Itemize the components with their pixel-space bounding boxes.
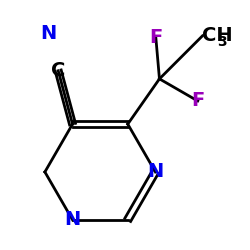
Text: CH: CH: [202, 26, 233, 46]
Text: F: F: [191, 92, 204, 110]
Text: F: F: [149, 28, 162, 47]
Text: N: N: [40, 24, 56, 43]
Text: N: N: [64, 210, 81, 229]
Text: N: N: [147, 162, 164, 182]
Text: 3: 3: [218, 35, 227, 49]
Text: C: C: [51, 61, 66, 80]
